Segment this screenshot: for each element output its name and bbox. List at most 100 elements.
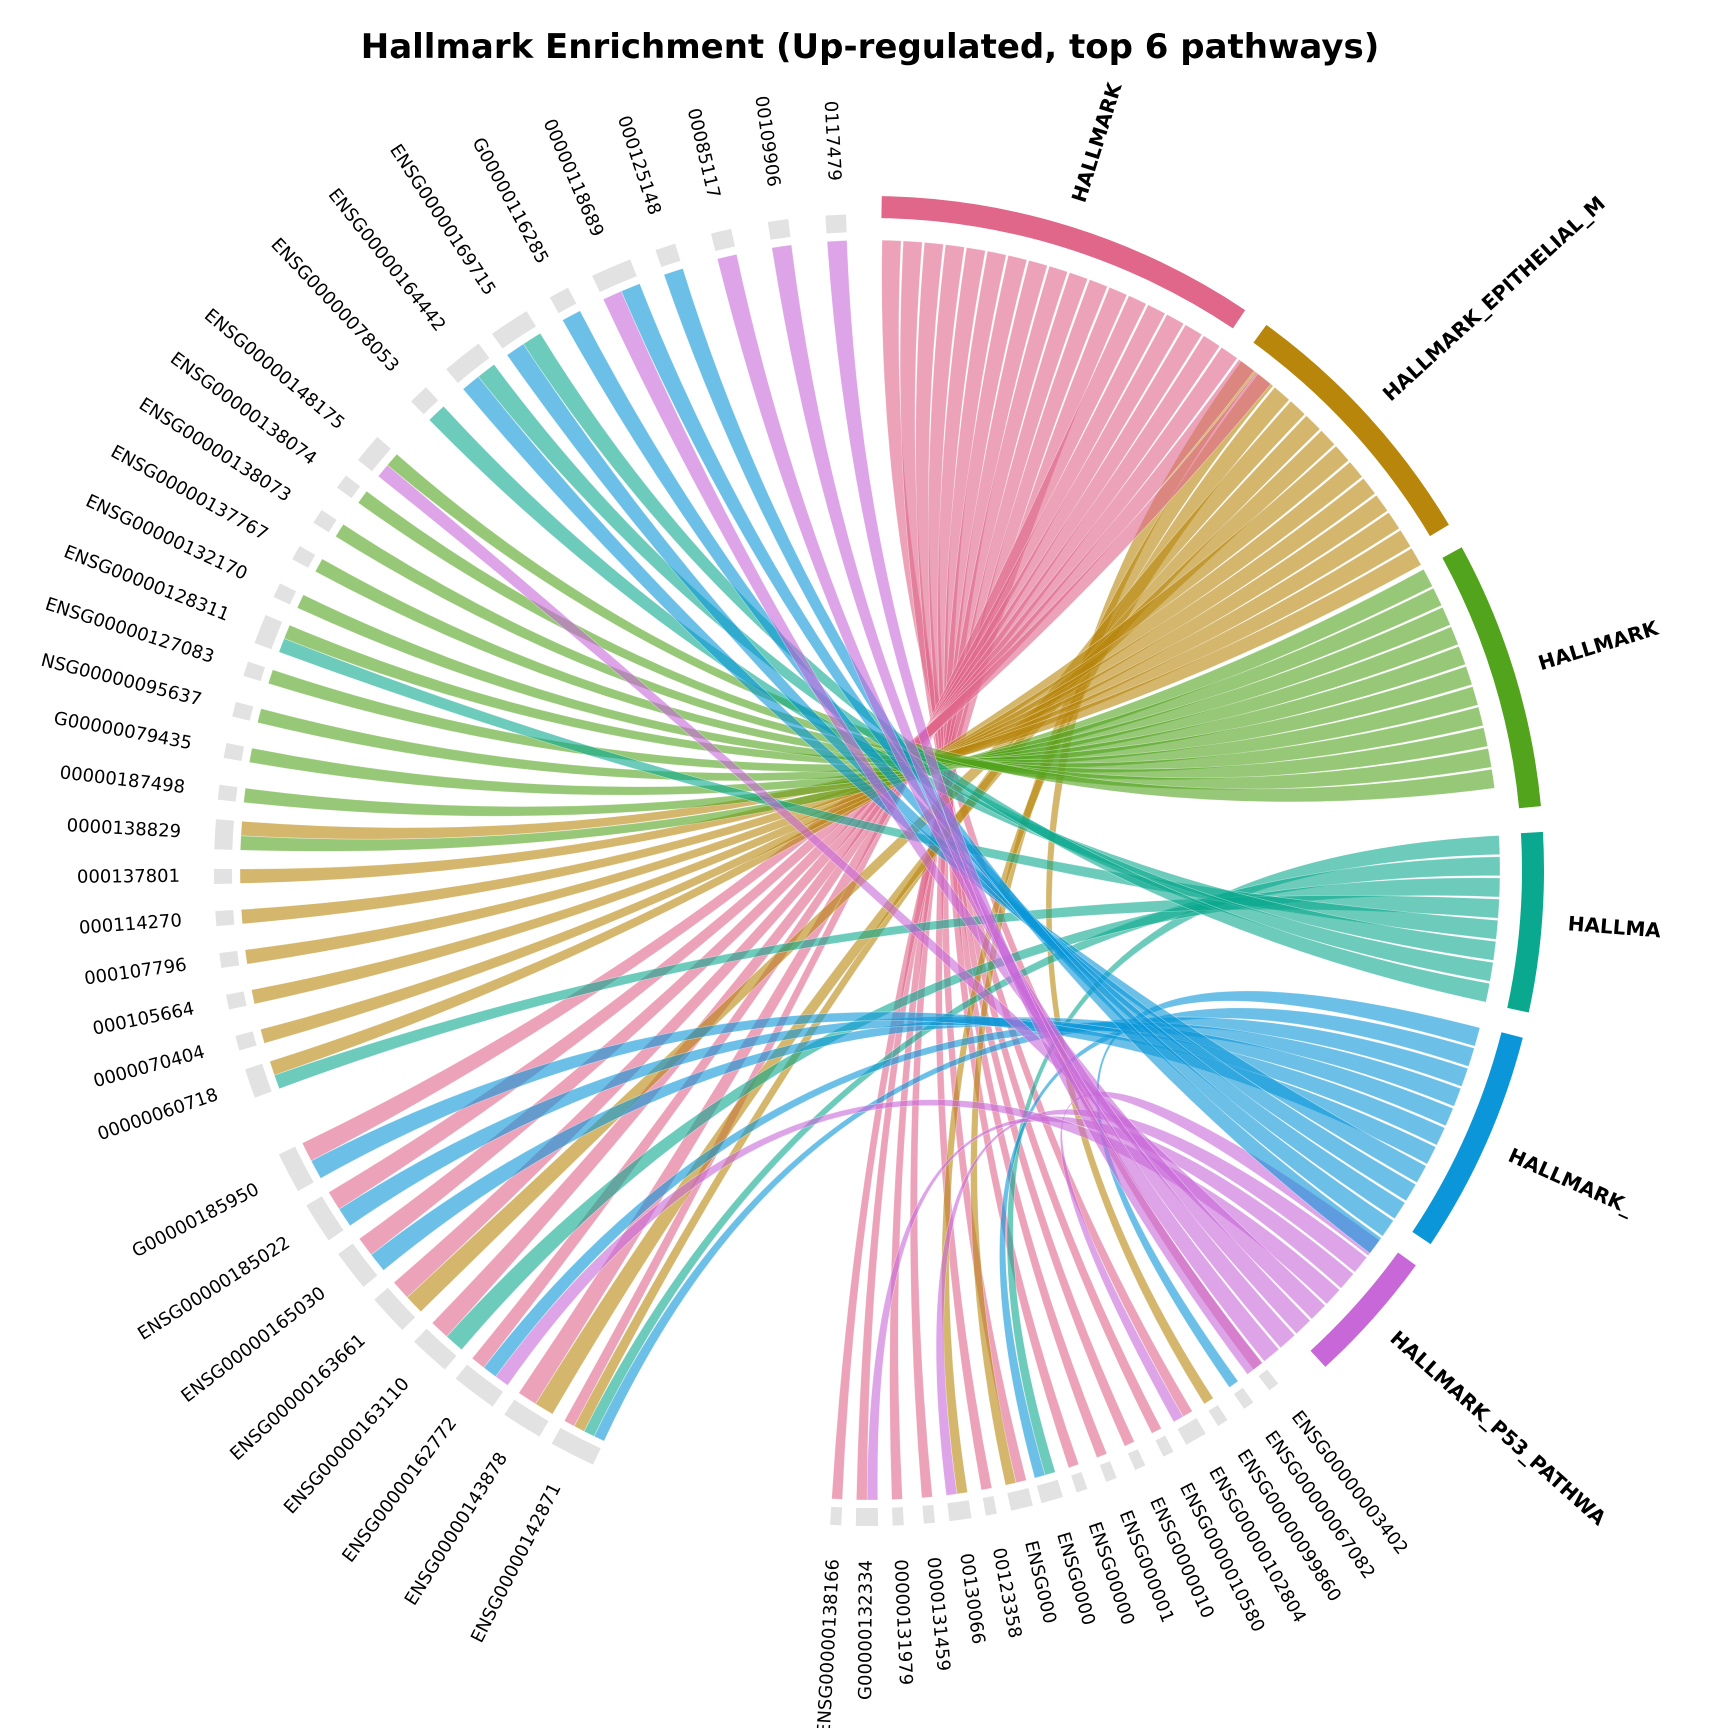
pathway-arc: [1253, 324, 1449, 537]
gene-arc: [292, 546, 316, 568]
chord-ribbon: [335, 523, 1489, 781]
gene-arc: [313, 510, 337, 533]
gene-label: 000125148: [613, 113, 665, 217]
chord-ribbon: [471, 313, 1185, 1369]
chord-ribbon: [251, 477, 1376, 1005]
chord-ribbon: [593, 1016, 1469, 1442]
chord-ribbon: [257, 626, 1459, 782]
gene-arc: [1258, 1369, 1279, 1391]
chord-ribbon: [518, 304, 1166, 1405]
gene-arc: [947, 1500, 972, 1522]
gene-arc: [551, 1427, 601, 1465]
chord-ribbon: [462, 376, 1427, 1184]
pathway-label: HALLMA: [1567, 911, 1662, 942]
gene-arc: [1208, 1404, 1228, 1427]
chord-ribbon: [716, 253, 1296, 1349]
chord-ribbon: [428, 405, 1497, 961]
gene-arc: [1036, 1479, 1063, 1504]
chord-ribbon: [248, 606, 1451, 796]
chord-ribbon: [937, 247, 1108, 1459]
gene-arc: [1233, 1387, 1254, 1409]
gene-label: 00000060718: [95, 1084, 221, 1145]
gene-arc: [504, 1399, 549, 1437]
gene-arc: [410, 387, 439, 415]
pathway-arcs: [881, 196, 1544, 1367]
gene-label: ENSG000: [1020, 1539, 1060, 1626]
ribbons: [239, 239, 1501, 1501]
chord-ribbon: [431, 324, 1203, 1338]
gene-label: 00000131979: [890, 1559, 916, 1686]
gene-arc: [214, 819, 234, 850]
chord-ribbon: [866, 1116, 1354, 1501]
chord-ribbon: [278, 638, 1499, 940]
chord-ribbon: [620, 283, 1394, 1237]
chord-ribbon: [269, 445, 1350, 1076]
gene-arc: [336, 475, 361, 499]
gene-label: G00000116285: [468, 134, 553, 267]
gene-arc: [254, 614, 283, 650]
gene-arc: [655, 243, 681, 268]
gene-arc: [549, 287, 577, 314]
chord-ribbon: [244, 494, 1388, 965]
chord-ribbon: [328, 358, 1255, 1210]
chord-ribbon: [357, 490, 1492, 790]
chord-ribbon: [358, 346, 1238, 1256]
gene-arc: [446, 343, 490, 384]
chord-ribbon: [935, 1108, 1368, 1496]
pathway-label: HALLMARK: [1067, 78, 1127, 205]
gene-label: G00000185950: [129, 1179, 263, 1262]
gene-arc: [492, 311, 537, 349]
pathway-arc: [1310, 1252, 1416, 1367]
chord-ribbon: [523, 332, 1491, 1003]
gene-arc: [825, 214, 847, 234]
gene-arc: [244, 1063, 272, 1098]
chart-title: Hallmark Enrichment (Up-regulated, top 6…: [361, 27, 1380, 67]
gene-label: 00123358: [988, 1546, 1026, 1640]
chord-ribbon: [370, 1016, 1454, 1271]
chord-ribbon: [495, 1099, 1341, 1386]
gene-arc: [243, 661, 266, 682]
gene-arc: [830, 1506, 843, 1526]
gene-arc: [855, 1507, 879, 1526]
chord-ribbon: [826, 240, 1263, 1375]
gene-arc: [1127, 1449, 1146, 1471]
chord-ribbon: [506, 343, 1417, 1202]
gene-label: 00000118689: [539, 116, 608, 240]
gene-label: 00130066: [955, 1552, 988, 1646]
chord-ribbon: [377, 464, 1326, 1320]
chord-ribbon: [243, 587, 1443, 817]
gene-label: 000114270: [78, 910, 182, 939]
gene-arc: [338, 1243, 378, 1287]
chord-ribbon: [999, 1007, 1475, 1479]
gene-arc: [213, 868, 233, 884]
gene-label: 0000138829: [66, 815, 182, 842]
gene-arc: [1007, 1488, 1033, 1511]
gene-arc: [455, 1364, 504, 1407]
pathway-arc: [881, 196, 1246, 329]
chord-ribbon: [240, 547, 1422, 840]
chord-ribbon: [260, 461, 1363, 1044]
gene-label: 0000070404: [91, 1042, 207, 1093]
chord-ribbon: [314, 558, 1484, 773]
gene-arc: [1155, 1435, 1174, 1457]
chord-ribbon: [240, 512, 1400, 925]
pathway-label: HALLMARK_P53_PATHWA: [1386, 1326, 1612, 1531]
gene-arcs: [213, 214, 1279, 1526]
gene-arc: [374, 1287, 416, 1330]
chord-ribbon: [301, 371, 1272, 1162]
gene-arc: [1099, 1461, 1117, 1482]
gene-label: 00000187498: [59, 762, 187, 798]
gene-label: 0000131459: [923, 1556, 954, 1672]
gene-label: 000107796: [83, 954, 188, 989]
chord-ribbon: [296, 594, 1479, 770]
gene-arc: [1177, 1418, 1206, 1445]
chord-ribbon: [1006, 835, 1501, 1476]
gene-arc: [306, 1196, 344, 1241]
gene-arc: [892, 1507, 904, 1526]
chord-ribbon: [602, 290, 1311, 1335]
gene-arc: [414, 1328, 457, 1370]
chord-ribbon: [663, 268, 1382, 1254]
chord-ribbon: [771, 244, 1280, 1362]
gene-label: 0117479: [820, 100, 845, 181]
